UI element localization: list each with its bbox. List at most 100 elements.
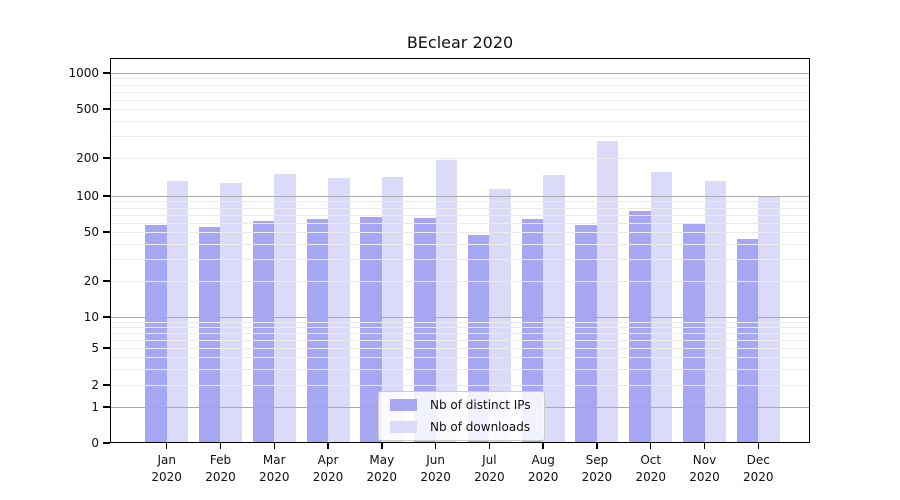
x-tick-label: Oct 2020 [635,453,666,484]
x-tick-mark [757,443,760,449]
y-tick-mark [103,442,110,444]
y-tick-label: 500 [76,102,99,116]
legend-swatch-distinct-ips [390,399,417,411]
bar [435,159,458,443]
x-tick-label: Jan 2020 [151,453,182,484]
x-tick-label: May 2020 [366,453,398,484]
gridline [110,207,810,209]
y-tick-label: 50 [83,225,99,239]
x-tick-mark [219,443,222,449]
x-tick-mark [542,443,544,449]
bar [704,180,726,443]
gridline [110,332,810,334]
x-tick-label: Sep 2020 [581,453,613,484]
x-tick-mark [327,443,329,449]
gridline [110,281,810,282]
x-tick-label: Dec 2020 [742,453,774,484]
gridline [110,357,810,358]
y-tick-mark [103,157,110,159]
gridline [110,84,810,86]
legend-label: Nb of downloads [430,420,531,434]
bar [328,177,350,443]
legend-item-downloads: Nb of downloads [387,419,536,436]
bar [650,172,673,443]
bar [252,220,275,443]
bar [736,238,759,443]
plot-area [110,58,810,443]
bar [220,182,242,443]
bar [758,196,780,443]
chart-title: BEclear 2020 [406,33,514,52]
x-tick-label: Feb 2020 [205,453,236,484]
legend-label: Nb of distinct IPs [430,398,531,412]
y-tick-label: 1 [91,400,99,414]
y-tick-mark [103,347,110,349]
gridline [110,136,810,138]
gridline [110,196,810,197]
bar [414,217,436,443]
bar [145,225,167,443]
bar [543,174,565,443]
gridline [110,78,810,80]
x-tick-mark [488,443,491,449]
gridline [110,214,810,216]
gridline [110,222,810,224]
y-tick-mark [103,280,110,282]
x-tick-label: Nov 2020 [689,453,720,484]
y-tick-label: 20 [83,274,99,288]
gridline [110,368,810,370]
x-tick-label: Jul 2020 [474,453,505,484]
x-tick-mark [596,443,598,449]
y-tick-mark [103,108,110,110]
gridline [110,326,810,328]
x-tick-mark [703,443,706,449]
bar [274,173,296,443]
bar [381,176,404,443]
x-tick-mark [273,443,275,449]
bar [596,141,619,443]
y-tick-label: 1000 [68,66,99,80]
gridline [110,120,810,122]
legend-swatch-downloads [390,421,417,433]
y-tick-label: 200 [76,151,99,165]
gridline [110,259,810,261]
y-tick-mark [103,316,110,318]
bar [306,219,329,443]
gridline [110,321,810,323]
x-tick-label: Mar 2020 [258,453,290,484]
y-tick-label: 2 [91,378,99,392]
y-tick-mark [103,231,110,233]
gridline [110,109,810,110]
bar [521,219,544,443]
bar [166,180,189,443]
y-tick-label: 5 [91,341,99,355]
y-tick-mark [103,384,110,386]
gridline [110,339,810,341]
gridline [110,317,810,318]
x-tick-mark [381,443,383,449]
gridline [110,91,810,93]
gridline [110,158,810,159]
gridline [110,73,810,74]
x-tick-mark [165,443,168,449]
bar [360,216,382,443]
gridline [110,243,810,245]
x-tick-label: Apr 2020 [312,453,344,484]
y-tick-mark [103,406,110,408]
x-tick-label: Aug 2020 [527,453,559,484]
x-tick-mark [649,443,652,449]
legend-item-distinct-ips: Nb of distinct IPs [387,397,536,414]
gridline [110,201,810,203]
y-tick-mark [103,195,110,197]
y-tick-label: 0 [91,436,99,450]
y-tick-mark [103,72,110,74]
x-tick-mark [434,443,437,449]
y-tick-label: 100 [76,189,99,203]
y-tick-label: 10 [83,310,99,324]
x-tick-label: Jun 2020 [420,453,451,484]
gridline [110,385,810,386]
legend: Nb of distinct IPs Nb of downloads [378,391,545,441]
gridline [110,99,810,101]
gridline [110,348,810,349]
